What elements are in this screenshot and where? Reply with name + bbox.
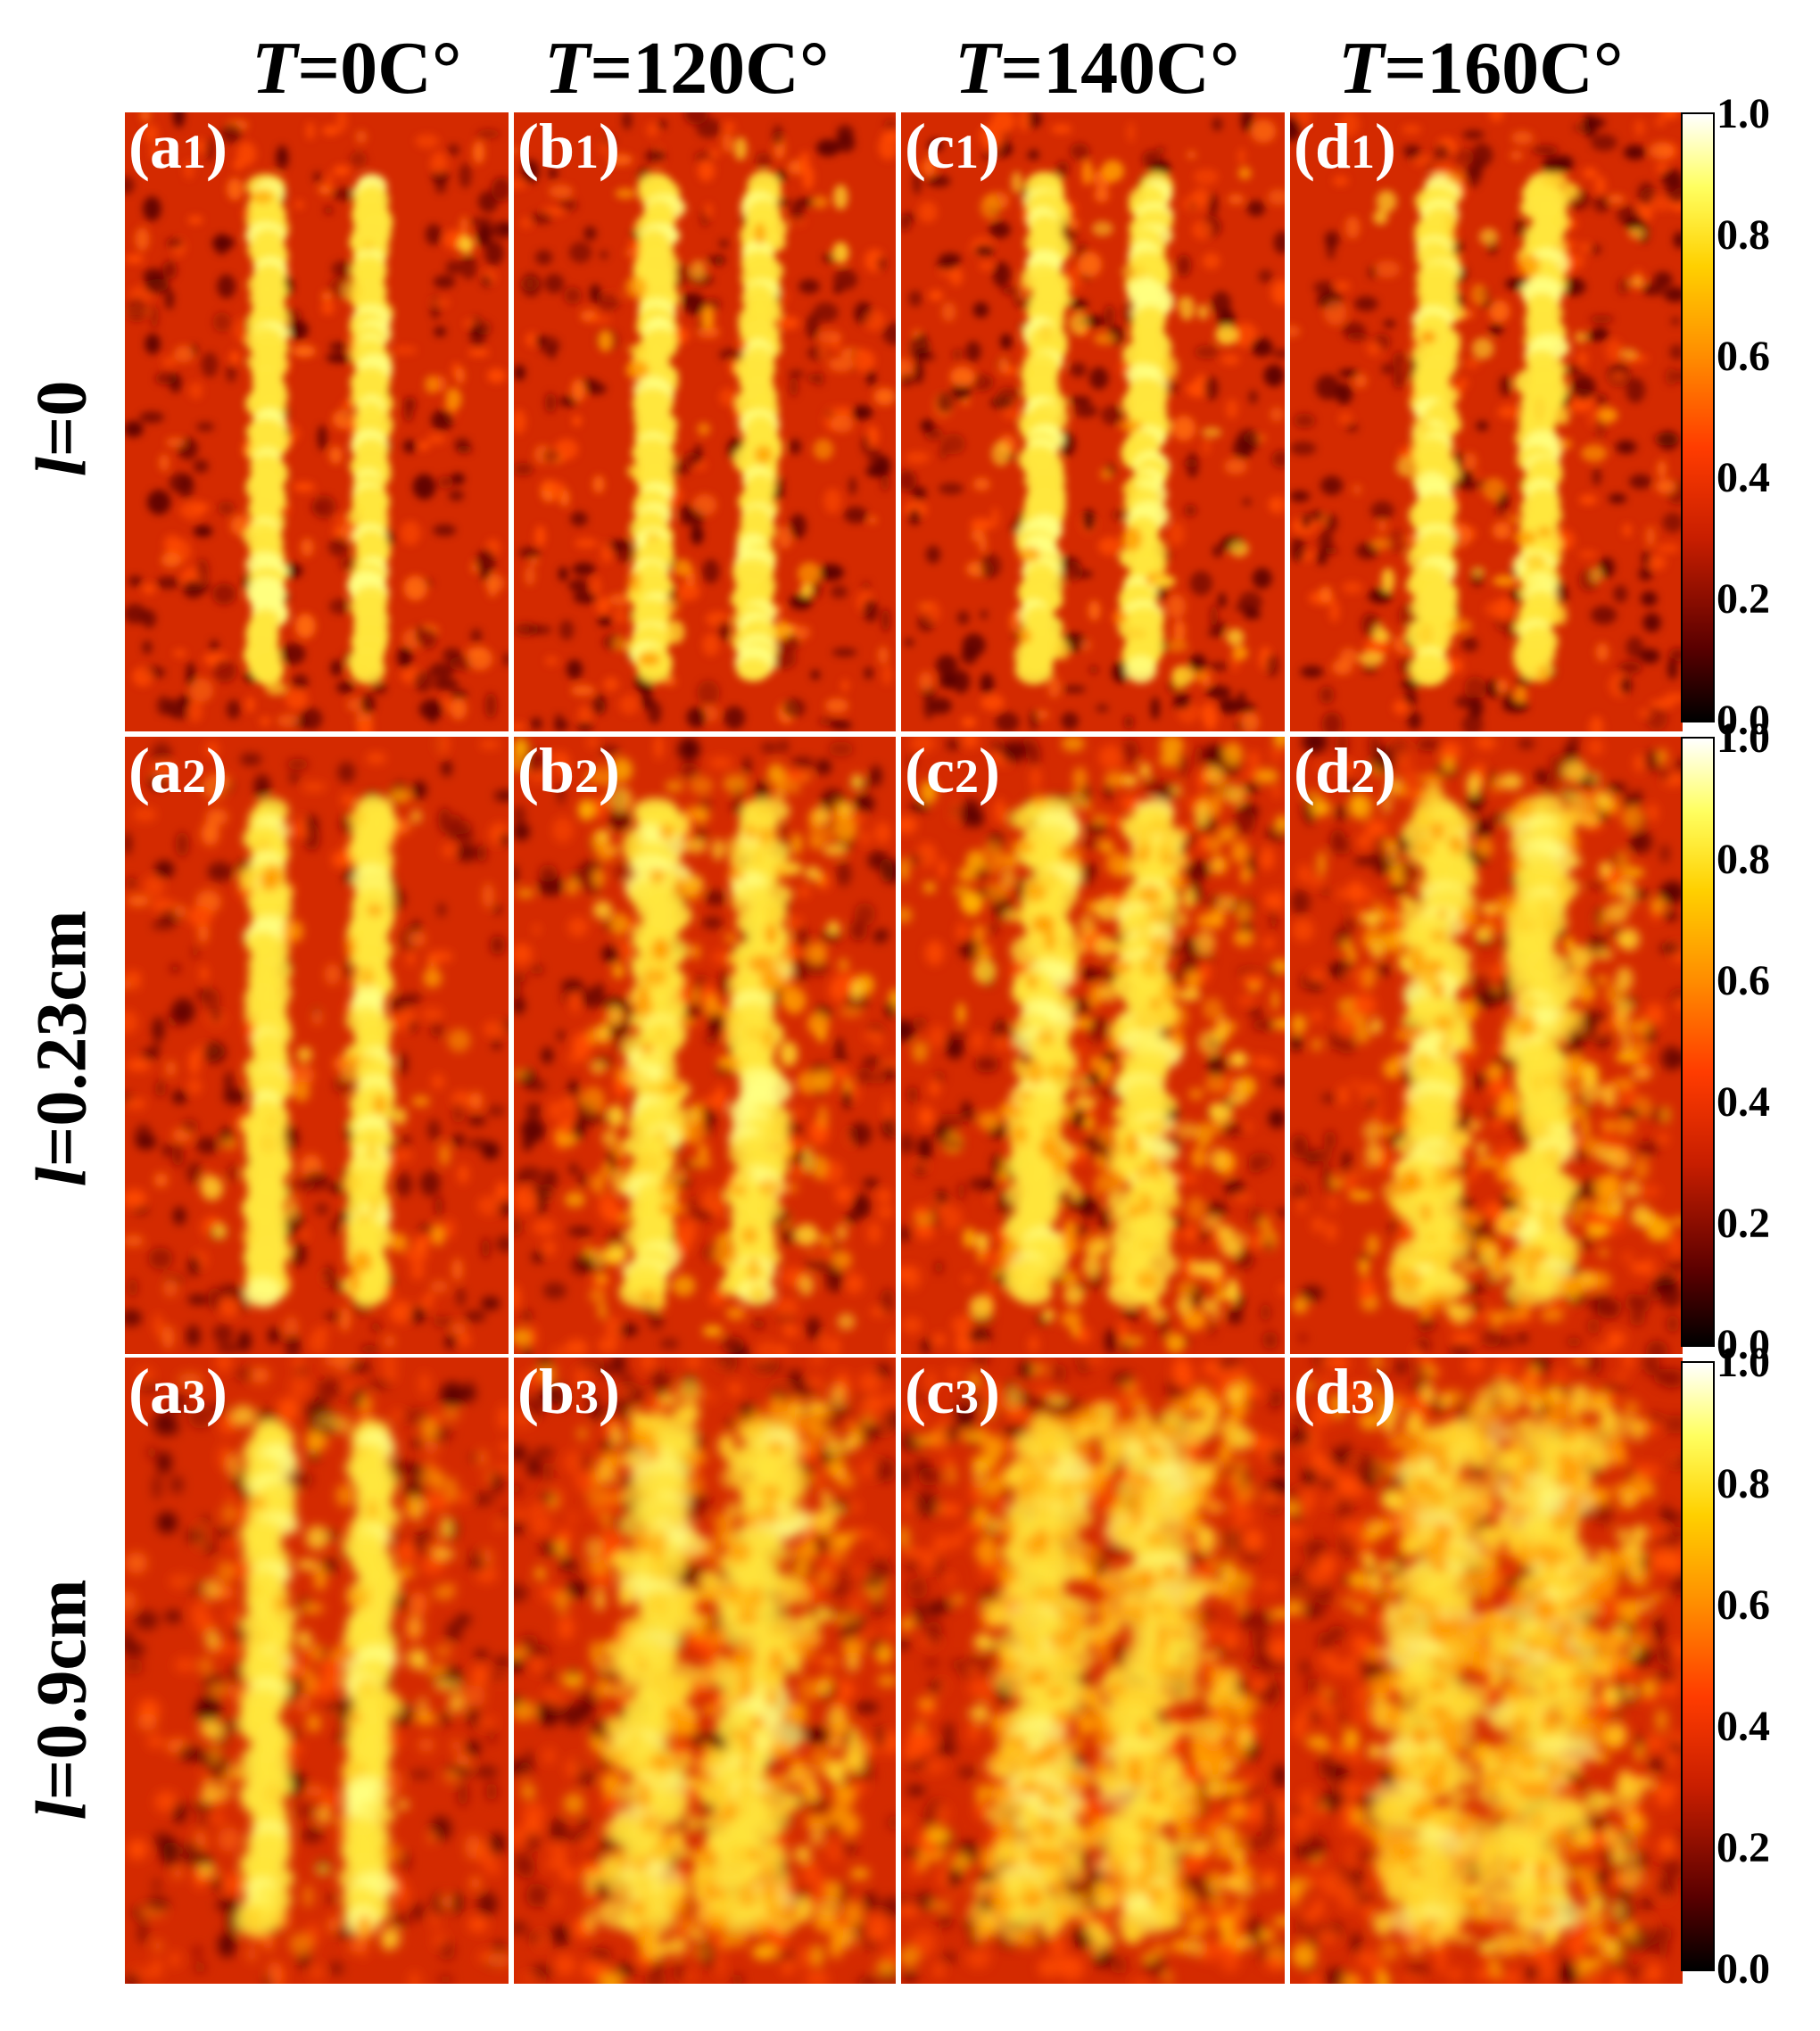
panel-index: 3 xyxy=(181,1370,206,1424)
colorbar-2 xyxy=(1681,737,1715,1347)
panel-label-b3: (b3) xyxy=(517,1358,621,1427)
colorbar-tick-label: 0.0 xyxy=(1717,1321,1770,1368)
colorbar-1 xyxy=(1681,112,1715,722)
column-title-3: T=160C° xyxy=(1338,27,1624,110)
panel-letter: b xyxy=(538,1358,575,1427)
panel-label-a3: (a3) xyxy=(128,1358,228,1427)
intensity-map xyxy=(514,737,896,1354)
colorbar-tick-label: 0.8 xyxy=(1717,211,1770,259)
panel-index: 1 xyxy=(954,125,979,178)
colorbar-3 xyxy=(1681,1361,1715,1971)
panel-label-c1: (c1) xyxy=(905,112,1000,182)
intensity-map xyxy=(901,112,1285,731)
panel-label-d1: (d1) xyxy=(1294,112,1397,182)
colorbar-tick-label: 0.6 xyxy=(1717,957,1770,1004)
panel-letter: b xyxy=(538,737,575,806)
colorbar-tick-label: 0.8 xyxy=(1717,1460,1770,1507)
colorbar-tick-label: 0.2 xyxy=(1717,1200,1770,1247)
panel-letter: c xyxy=(925,737,955,806)
panel-index: 1 xyxy=(181,125,206,178)
panel-d1: (d1) xyxy=(1290,112,1683,731)
panel-index: 3 xyxy=(575,1370,600,1424)
panel-label-b1: (b1) xyxy=(517,112,621,182)
colorbar-tick-label: 0.6 xyxy=(1717,333,1770,380)
panel-a1: (a1) xyxy=(125,112,509,731)
panel-index: 3 xyxy=(1351,1370,1376,1424)
colorbar-tick-label: 1.0 xyxy=(1717,1339,1770,1386)
colorbar-tick-label: 0.0 xyxy=(1717,1945,1770,1993)
colorbar-tick-label: 0.2 xyxy=(1717,1824,1770,1871)
panel-index: 3 xyxy=(954,1370,979,1424)
panel-letter: d xyxy=(1314,1358,1352,1427)
colorbar-tick-label: 0.4 xyxy=(1717,454,1770,501)
column-title-0: T=0C° xyxy=(252,27,462,110)
intensity-map xyxy=(514,112,896,731)
panel-letter: c xyxy=(925,112,955,182)
colorbar-tick-label: 0.2 xyxy=(1717,575,1770,623)
panel-label-b2: (b2) xyxy=(517,737,621,806)
panel-index: 2 xyxy=(575,749,600,803)
intensity-map xyxy=(1290,1358,1683,1984)
row-label-1: l=0.23cm xyxy=(22,910,102,1187)
panel-letter: d xyxy=(1314,737,1352,806)
column-title-2: T=140C° xyxy=(955,27,1240,110)
panel-b3: (b3) xyxy=(514,1358,896,1984)
panel-letter: a xyxy=(149,737,182,806)
colorbar-tick-label: 0.6 xyxy=(1717,1581,1770,1629)
colorbar-tick-label: 0.4 xyxy=(1717,1078,1770,1126)
colorbar-tick-label: 1.0 xyxy=(1717,714,1770,762)
intensity-map xyxy=(1290,112,1683,731)
panel-b1: (b1) xyxy=(514,112,896,731)
intensity-map xyxy=(1290,737,1683,1354)
intensity-map xyxy=(125,112,509,731)
panel-letter: a xyxy=(149,112,182,182)
panel-d2: (d2) xyxy=(1290,737,1683,1354)
panel-index: 2 xyxy=(181,749,206,803)
intensity-map xyxy=(125,737,509,1354)
intensity-map xyxy=(514,1358,896,1984)
panel-a3: (a3) xyxy=(125,1358,509,1984)
panel-label-c3: (c3) xyxy=(905,1358,1000,1427)
colorbar-tick-label: 0.0 xyxy=(1717,697,1770,744)
panel-letter: b xyxy=(538,112,575,182)
panel-index: 1 xyxy=(575,125,600,178)
panel-index: 2 xyxy=(954,749,979,803)
intensity-map xyxy=(901,1358,1285,1984)
panel-label-c2: (c2) xyxy=(905,737,1000,806)
panel-letter: a xyxy=(149,1358,182,1427)
panel-label-a1: (a1) xyxy=(128,112,228,182)
panel-a2: (a2) xyxy=(125,737,509,1354)
row-label-2: l=0.9cm xyxy=(22,1579,102,1820)
panel-c2: (c2) xyxy=(901,737,1285,1354)
panel-b2: (b2) xyxy=(514,737,896,1354)
panel-label-d3: (d3) xyxy=(1294,1358,1397,1427)
colorbar-tick-label: 0.4 xyxy=(1717,1703,1770,1750)
row-label-0: l=0 xyxy=(22,380,102,477)
panel-c3: (c3) xyxy=(901,1358,1285,1984)
intensity-map xyxy=(125,1358,509,1984)
column-title-1: T=120C° xyxy=(544,27,830,110)
colorbar-tick-label: 1.0 xyxy=(1717,90,1770,137)
panel-index: 2 xyxy=(1351,749,1376,803)
panel-index: 1 xyxy=(1351,125,1376,178)
panel-letter: c xyxy=(925,1358,955,1427)
colorbar-tick-label: 0.8 xyxy=(1717,836,1770,883)
panel-label-a2: (a2) xyxy=(128,737,228,806)
panel-label-d2: (d2) xyxy=(1294,737,1397,806)
intensity-map xyxy=(901,737,1285,1354)
panel-letter: d xyxy=(1314,112,1352,182)
panel-c1: (c1) xyxy=(901,112,1285,731)
panel-d3: (d3) xyxy=(1290,1358,1683,1984)
